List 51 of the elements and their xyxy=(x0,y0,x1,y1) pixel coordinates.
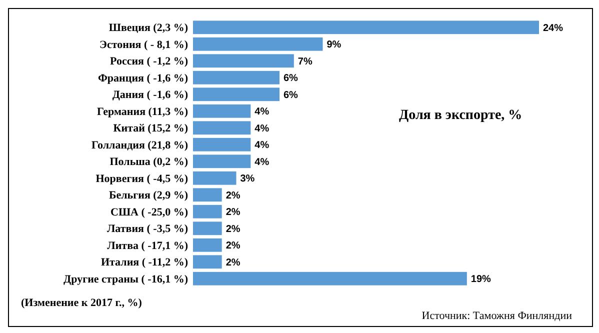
bar xyxy=(193,154,251,168)
data-label: 3% xyxy=(240,174,255,185)
y-tick-label: Италия ( -11,2 %) xyxy=(100,256,188,269)
bar xyxy=(193,121,251,135)
bar xyxy=(193,238,222,252)
data-label: 2% xyxy=(226,190,240,202)
y-tick-label: Швеция (2,3 %) xyxy=(108,22,188,34)
data-label: 9% xyxy=(326,40,342,51)
data-label: 6% xyxy=(284,90,298,101)
bar xyxy=(193,54,294,68)
data-label: 19% xyxy=(470,274,492,286)
text: Доля в экспорте, % xyxy=(399,108,522,123)
data-label: 2% xyxy=(226,224,240,235)
bar xyxy=(193,20,539,34)
bar xyxy=(193,255,222,269)
data-label: 4% xyxy=(254,123,270,134)
data-label: 2% xyxy=(226,207,240,218)
y-tick-label: США ( -25,0 %) xyxy=(110,206,188,218)
bar xyxy=(193,104,251,118)
text: Источник: Таможня Финляндии xyxy=(422,310,572,322)
bar xyxy=(193,272,467,286)
y-tick-label: Германия (11,3 %) xyxy=(96,106,188,118)
text: (Изменение к 2017 г., %) xyxy=(21,297,142,309)
data-label: 24% xyxy=(543,22,564,34)
y-tick-label: Россия ( -1,2 %) xyxy=(110,56,188,68)
bar xyxy=(193,70,280,84)
data-label: 2% xyxy=(226,240,240,252)
bar xyxy=(193,204,222,218)
bar xyxy=(193,171,236,185)
data-label: 2% xyxy=(226,257,240,268)
y-tick-label: Польша (0,2 %) xyxy=(110,156,188,168)
y-tick-label: Норвегия ( -4,5 %) xyxy=(96,172,188,185)
data-label: 6% xyxy=(284,73,298,84)
bar xyxy=(193,138,251,152)
y-tick-label: Другие страны ( -16,1 %) xyxy=(64,273,188,286)
y-tick-label: Дания ( -1,6 %) xyxy=(112,89,188,102)
data-label: 7% xyxy=(298,56,312,68)
y-tick-label: Франция ( -1,6 %) xyxy=(98,72,188,84)
y-tick-label: Эстония ( - 8,1 %) xyxy=(100,38,188,51)
y-tick-label: Голландия (21,8 %) xyxy=(92,139,188,152)
y-tick-label: Китай (15,2 %) xyxy=(113,122,188,135)
data-label: 4% xyxy=(254,140,270,152)
data-label: 4% xyxy=(254,156,270,168)
bar xyxy=(193,37,323,51)
y-tick-label: Бельгия (2,9 %) xyxy=(108,190,188,202)
y-tick-label: Литва ( -17,1 %) xyxy=(107,240,188,252)
bar xyxy=(193,222,222,236)
y-tick-label: Латвия ( -3,5 %) xyxy=(106,223,188,236)
bar xyxy=(193,88,280,102)
data-label: 4% xyxy=(254,106,270,118)
bar xyxy=(193,188,222,202)
